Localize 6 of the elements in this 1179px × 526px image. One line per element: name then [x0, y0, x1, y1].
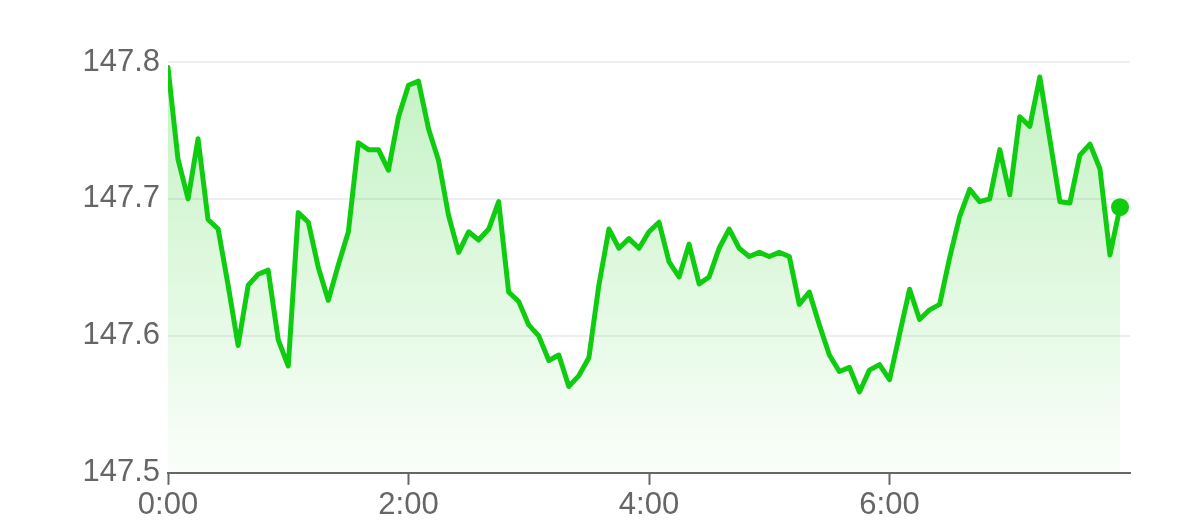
x-tick-label: 6:00 — [859, 485, 920, 521]
x-tick-label: 4:00 — [618, 485, 680, 521]
y-tick-label: 147.8 — [82, 42, 160, 78]
y-tick-label: 147.6 — [82, 316, 160, 352]
y-tick-label: 147.7 — [82, 179, 160, 215]
x-tick-label: 2:00 — [378, 485, 439, 521]
